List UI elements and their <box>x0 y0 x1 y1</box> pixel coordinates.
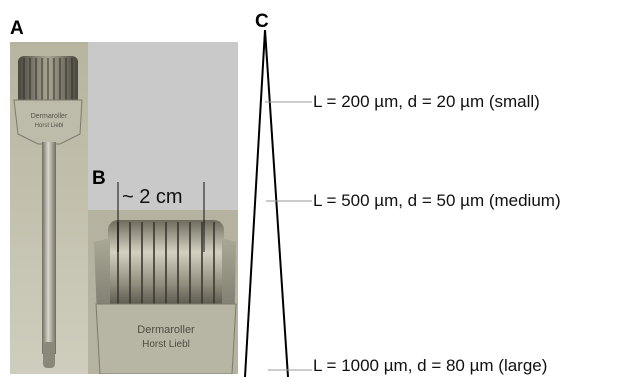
needle-label-small: L = 200 µm, d = 20 µm (small) <box>313 92 540 111</box>
needle-label-medium: L = 500 µm, d = 50 µm (medium) <box>313 191 561 210</box>
dermaroller-full-illustration: Dermaroller Horst Liebl <box>10 42 88 374</box>
dermaroller-photo-full: Dermaroller Horst Liebl <box>10 42 88 374</box>
scale-label: ~ 2 cm <box>122 186 183 208</box>
dermaroller-photo-closeup: Dermaroller Horst Liebl <box>88 42 238 374</box>
dermaroller-closeup-illustration: Dermaroller Horst Liebl <box>88 42 238 374</box>
needle-outline-left <box>244 29 266 377</box>
panel-label-b: B <box>92 168 106 189</box>
needle-outline-right <box>264 29 289 377</box>
brand-text-b2: Horst Liebl <box>142 339 190 350</box>
brand-text-a2: Horst Liebl <box>35 123 64 129</box>
brand-text-b: Dermaroller <box>137 324 195 336</box>
panel-label-a: A <box>10 18 24 39</box>
needle-label-large: L = 1000 µm, d = 80 µm (large) <box>313 356 548 375</box>
brand-text-a: Dermaroller <box>31 113 68 120</box>
panel-label-c: C <box>255 11 269 32</box>
